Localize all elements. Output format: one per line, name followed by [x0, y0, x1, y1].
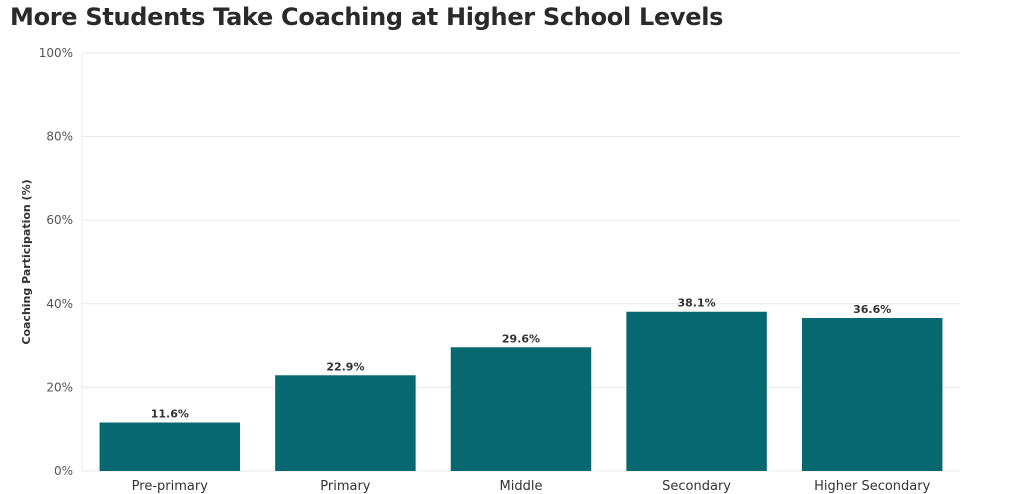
x-tick-label: Pre-primary: [132, 479, 209, 494]
bar: [450, 347, 592, 471]
y-axis-title: Coaching Participation (%): [20, 179, 33, 344]
x-axis: Pre-primary Primary Middle Secondary Higher …: [132, 479, 931, 494]
data-labels: 11.6% 22.9% 29.6% 38.1% 36.6%: [151, 297, 892, 421]
y-tick-label: 80%: [46, 130, 73, 144]
y-tick-label: 20%: [46, 380, 73, 394]
data-label: 29.6%: [502, 332, 540, 345]
data-label: 36.6%: [853, 303, 891, 316]
y-tick-label: 100%: [39, 46, 73, 60]
bars: [99, 311, 943, 471]
data-label: 11.6%: [151, 408, 189, 421]
bar: [99, 422, 241, 471]
y-axis: 0% 20% 40% 60% 80% 100%: [39, 46, 83, 478]
x-tick-label: Secondary: [662, 479, 731, 494]
bar: [275, 375, 416, 471]
bar: [801, 318, 943, 471]
data-label: 38.1%: [678, 297, 716, 310]
x-tick-label: Higher Secondary: [814, 479, 931, 494]
x-tick-label: Primary: [320, 479, 371, 494]
y-tick-label: 40%: [46, 297, 73, 311]
bar: [626, 311, 767, 471]
y-tick-label: 0%: [54, 464, 73, 478]
x-tick-label: Middle: [500, 479, 543, 494]
data-label: 22.9%: [326, 360, 364, 373]
chart-title: More Students Take Coaching at Higher Sc…: [10, 3, 724, 31]
y-tick-label: 60%: [46, 213, 73, 227]
